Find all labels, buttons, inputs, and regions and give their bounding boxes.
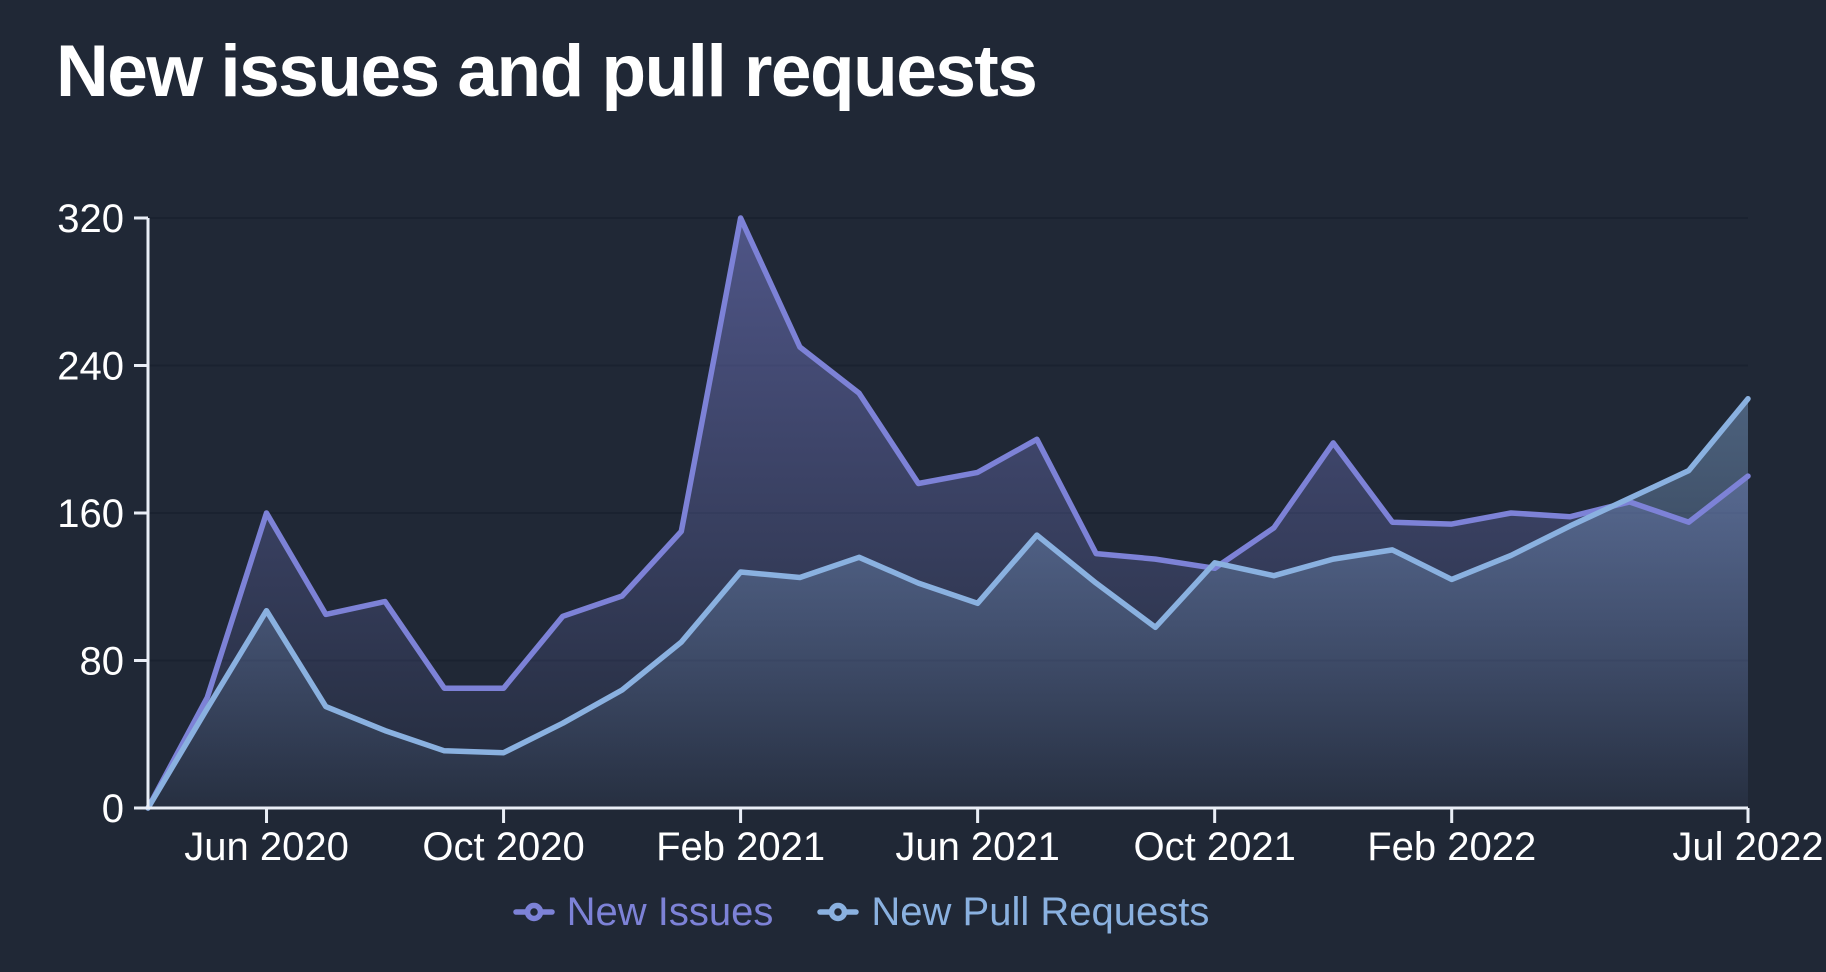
x-tick-label-6: Jul 2022: [1672, 825, 1823, 869]
chart-legend: New Issues New Pull Requests: [0, 892, 1774, 932]
new-issues-legend-marker-icon: [512, 902, 555, 922]
x-tick-label-1: Oct 2020: [422, 825, 584, 869]
y-tick-label-80: 80: [80, 640, 125, 684]
y-tick-label-0: 0: [102, 787, 124, 831]
x-tick-label-2: Feb 2021: [656, 825, 825, 869]
legend-label-new-pull-requests: New Pull Requests: [871, 890, 1210, 934]
x-tick-label-3: Jun 2021: [895, 825, 1060, 869]
legend-item-new-issues[interactable]: New Issues: [512, 890, 774, 934]
new-pull-requests-area: [148, 398, 1748, 808]
y-tick-label-240: 240: [57, 345, 124, 389]
x-tick-label-0: Jun 2020: [184, 825, 349, 869]
legend-label-new-issues: New Issues: [566, 890, 774, 934]
page-title: New issues and pull requests: [56, 31, 1038, 112]
new-pull-requests-legend-marker-icon: [817, 902, 860, 922]
y-tick-label-320: 320: [57, 197, 124, 241]
x-tick-label-5: Feb 2022: [1367, 825, 1536, 869]
legend-item-new-pull-requests[interactable]: New Pull Requests: [817, 892, 1209, 932]
new-pull-requests-line[interactable]: [145, 395, 1751, 811]
y-tick-label-160: 160: [57, 492, 124, 536]
x-tick-label-4: Oct 2021: [1134, 825, 1296, 869]
new-issues-line[interactable]: [145, 215, 1751, 811]
